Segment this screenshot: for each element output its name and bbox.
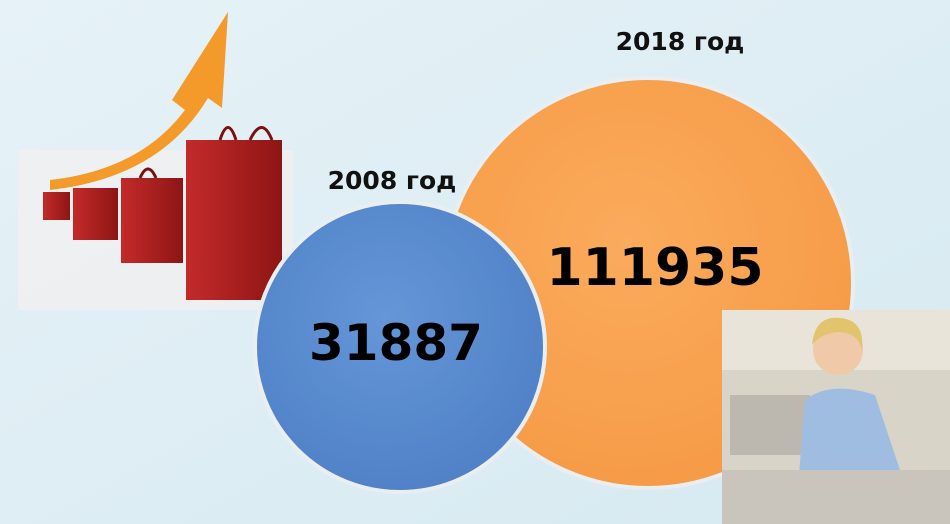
year-label: 2018 год — [616, 27, 745, 56]
value: 31887 — [309, 314, 483, 372]
value: 111935 — [546, 238, 763, 298]
year-label: 2008 год — [328, 166, 457, 195]
slide: 2008 год 2018 год 31887 111935 — [0, 0, 950, 524]
cashier-photo — [722, 310, 950, 524]
